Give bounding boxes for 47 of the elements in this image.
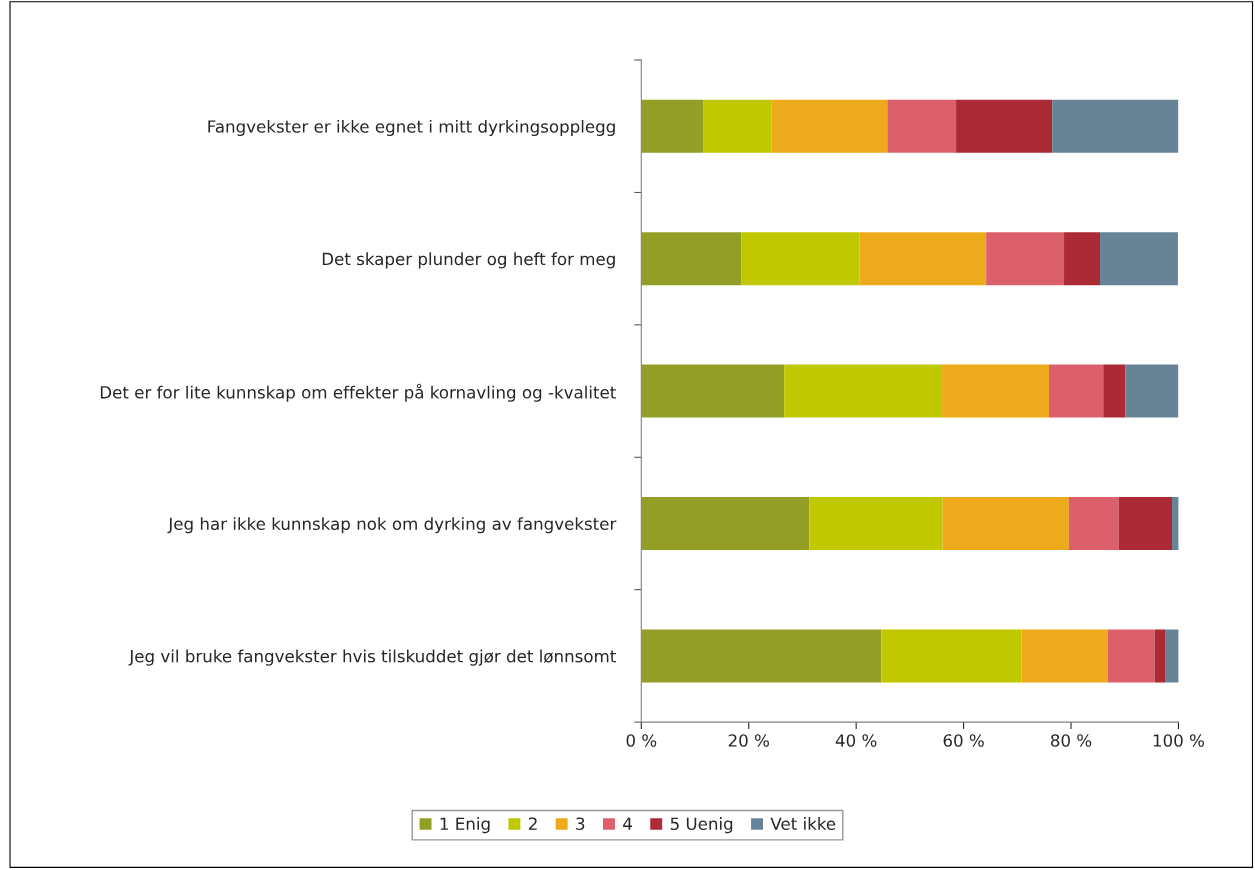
bar [1052, 99, 1179, 153]
legend-label: 1 Enig [440, 817, 490, 834]
bar [641, 364, 785, 418]
bar [703, 99, 772, 153]
legend-label: 3 [576, 817, 585, 831]
x-tick-label: 100 % [1153, 734, 1204, 747]
bar [1154, 629, 1166, 683]
bar [641, 232, 742, 286]
bar [881, 629, 1022, 683]
y-tick-label: Det er for lite kunnskap om effekter på kornavling og -kvalitet [100, 383, 616, 402]
bar [1118, 497, 1172, 550]
bar [887, 99, 957, 153]
bar [1048, 364, 1104, 418]
x-tick-label: 80 % [1050, 734, 1092, 747]
legend-label: 2 [528, 817, 537, 830]
y-tick-label: Fangvekster er ikke egnet i mitt dyrkingsopplegg [208, 119, 615, 137]
x-tick-label: 60 % [943, 734, 984, 747]
bar [1107, 629, 1155, 683]
x-tick-label: 0 % [626, 734, 657, 747]
bar [1100, 232, 1178, 286]
bar [641, 629, 882, 683]
bar [784, 364, 943, 418]
bar [1021, 629, 1108, 683]
bar [986, 232, 1065, 286]
bar [942, 497, 1069, 550]
bar [1068, 497, 1119, 550]
bar [771, 99, 888, 153]
bar [641, 99, 704, 153]
bar [641, 497, 810, 550]
bar [809, 497, 943, 550]
legend-label: 4 [623, 817, 632, 830]
x-tick-label: 40 % [835, 734, 877, 747]
bar [859, 232, 987, 286]
bar [942, 364, 1049, 418]
legend-label: 5 Uenig [670, 817, 733, 834]
bar [741, 232, 860, 286]
bar [1064, 232, 1101, 286]
y-tick-label: Jeg har ikke kunnskap nok om dyrking av fangvekster [167, 517, 617, 534]
y-tick-label: Det skaper plunder og heft for meg [322, 252, 615, 269]
bar [1165, 629, 1179, 683]
bar [956, 99, 1053, 153]
legend-label: Vet ikke [770, 817, 836, 831]
x-tick-label: 20 % [728, 734, 769, 747]
y-tick-label: Jeg vil bruke fangvekster hvis tilskuddet gjør det lønnsomt [128, 649, 616, 666]
bar [1125, 364, 1179, 418]
bar [1103, 364, 1126, 418]
bar [1172, 497, 1179, 550]
